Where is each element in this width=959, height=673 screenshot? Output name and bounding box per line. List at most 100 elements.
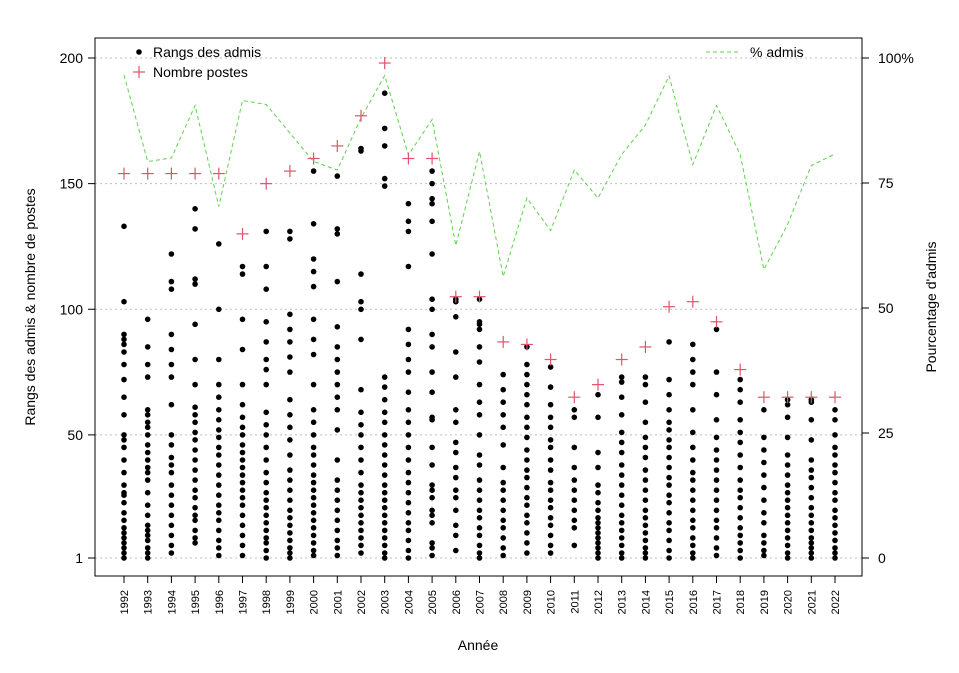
- rank-point: [713, 369, 720, 375]
- rank-point: [310, 462, 317, 468]
- rank-point: [121, 341, 127, 348]
- rank-point: [216, 356, 222, 363]
- right-axis: 0 25 50 75 100%: [862, 50, 914, 566]
- rank-point: [571, 444, 578, 451]
- rank-point: [405, 326, 412, 333]
- rank-point: [381, 90, 388, 96]
- rank-point: [524, 520, 530, 526]
- rank-point: [737, 477, 743, 483]
- rank-point: [547, 487, 554, 494]
- x-tick-label: 2001: [332, 590, 344, 614]
- rank-point: [310, 452, 317, 458]
- rank-point: [168, 482, 175, 488]
- rank-point: [216, 452, 222, 458]
- rank-point: [690, 341, 696, 348]
- rank-point: [192, 504, 198, 511]
- rank-point: [524, 474, 530, 481]
- rank-point: [381, 125, 388, 132]
- postes-marker: [307, 152, 320, 165]
- rank-point: [500, 545, 507, 551]
- rank-point: [832, 417, 838, 423]
- rank-point: [121, 444, 127, 451]
- rank-point: [334, 231, 341, 237]
- rank-point: [547, 532, 554, 539]
- rank-point: [808, 540, 815, 546]
- x-axis: 1992 1993 1994 1995 1996 1997 1998 1999 2000 2001…: [119, 576, 842, 614]
- rank-point: [121, 555, 127, 561]
- rank-point: [287, 522, 293, 529]
- rank-point: [713, 487, 720, 494]
- rank-point: [737, 547, 743, 554]
- rank-point: [287, 467, 293, 473]
- rank-point: [524, 447, 530, 453]
- rank-point: [808, 484, 815, 491]
- postes-marker: [686, 295, 699, 308]
- rank-point: [690, 550, 696, 556]
- rank-point: [192, 512, 198, 519]
- rank-point: [358, 422, 364, 428]
- rank-point: [737, 525, 743, 531]
- rank-point: [263, 444, 270, 451]
- rank-point: [618, 535, 625, 541]
- rank-point: [429, 462, 435, 468]
- rank-point: [524, 502, 530, 509]
- rank-point: [690, 497, 696, 504]
- rank-point: [121, 331, 127, 338]
- rank-point: [381, 175, 388, 182]
- right-axis-title: Pourcentage d'admis: [923, 241, 939, 372]
- rank-point: [381, 374, 388, 380]
- legend-postes-label: Nombre postes: [153, 64, 248, 80]
- rank-point: [808, 535, 815, 541]
- rank-point: [429, 414, 435, 421]
- rank-point: [263, 263, 270, 270]
- rank-point: [405, 389, 412, 396]
- rank-point: [144, 442, 151, 448]
- rank-point: [524, 512, 530, 519]
- rank-point: [832, 522, 838, 529]
- rank-point: [832, 469, 838, 476]
- rank-point: [263, 432, 270, 438]
- left-tick-label: 100: [60, 301, 84, 317]
- rank-point: [287, 515, 293, 521]
- rank-point: [287, 550, 293, 556]
- rank-point: [524, 361, 530, 368]
- rank-point: [358, 497, 364, 504]
- x-tick-label: 2017: [712, 590, 724, 614]
- rank-point: [832, 545, 838, 551]
- left-tick-label: 1: [75, 550, 83, 566]
- rank-point: [144, 522, 151, 529]
- rank-point: [310, 444, 317, 451]
- rank-point: [690, 369, 696, 375]
- rank-point: [690, 356, 696, 363]
- rank-point: [334, 394, 341, 401]
- rank-point: [358, 145, 364, 152]
- rank-point: [832, 515, 838, 521]
- rank-point: [358, 512, 364, 519]
- rank-point: [737, 532, 743, 539]
- postes-marker: [615, 353, 628, 366]
- rank-point: [121, 457, 127, 463]
- rank-point: [453, 532, 459, 539]
- postes-marker: [639, 340, 652, 353]
- rank-point: [192, 494, 198, 501]
- left-tick-label: 150: [60, 176, 84, 192]
- rank-point: [381, 497, 388, 504]
- rank-point: [618, 429, 625, 436]
- postes-marker: [734, 363, 747, 376]
- rank-point: [216, 517, 222, 524]
- rank-point: [453, 374, 459, 380]
- rank-point: [476, 462, 483, 468]
- rank-point: [429, 552, 435, 559]
- rank-point: [666, 339, 672, 345]
- rank-point: [524, 530, 530, 536]
- postes-marker: [331, 139, 344, 152]
- rank-point: [121, 550, 127, 556]
- rank-point: [500, 487, 507, 494]
- postes-marker: [663, 300, 676, 313]
- rank-point: [547, 550, 554, 556]
- rank-point: [263, 535, 270, 541]
- rank-point: [216, 527, 222, 534]
- rank-point: [121, 469, 127, 476]
- rank-point: [358, 336, 364, 343]
- rank-point: [618, 462, 625, 468]
